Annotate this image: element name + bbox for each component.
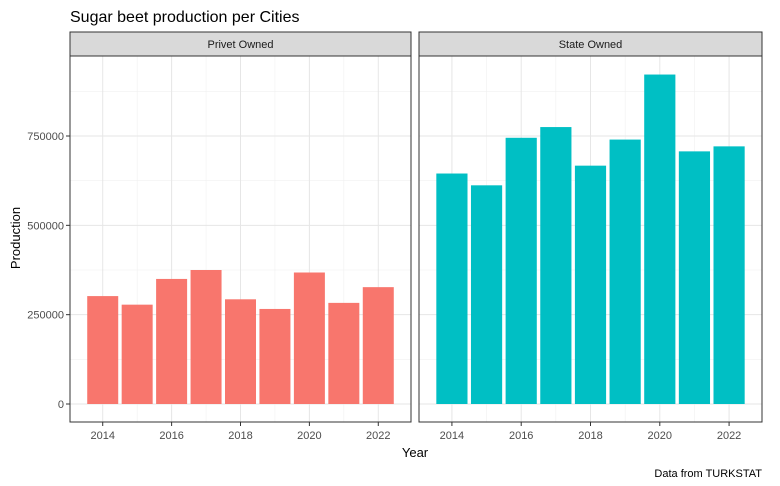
chart-title: Sugar beet production per Cities [70,9,299,26]
x-axis-title: Year [402,445,429,460]
y-tick-label: 750000 [27,131,64,143]
bar-2019 [259,308,291,404]
x-tick-label: 2014 [90,430,114,442]
y-tick-label: 250000 [27,310,64,322]
x-tick-label: 2018 [228,430,252,442]
bar-2019 [609,139,641,404]
bar-2016 [156,278,188,404]
facet-strip-label: Privet Owned [207,39,273,51]
facet-strip [69,31,412,57]
bar-2017 [540,127,572,405]
x-tick-label: 2016 [159,430,183,442]
y-tick-label: 0 [58,399,64,411]
x-tick-label: 2022 [366,430,390,442]
bar-2021 [678,151,711,404]
facet-strip-label: State Owned [559,39,623,51]
x-tick-label: 2018 [578,430,602,442]
bar-2015 [121,304,153,404]
bar-2018 [225,299,256,404]
x-tick-label: 2020 [297,430,321,442]
facet-panel-1: Privet Owned 2014 2016 2018 2020 2022 [69,31,412,442]
bar-2020 [293,272,325,404]
bar-2016 [505,137,537,404]
bar-2017 [190,270,222,404]
facet-strip [418,31,763,57]
chart-caption: Data from TURKSTAT [654,468,762,480]
x-tick-label: 2020 [648,430,672,442]
x-tick-label: 2014 [440,430,464,442]
facet-panel-2: State Owned 2014 2016 2018 2020 2022 [418,31,763,442]
bar-2014 [436,173,468,404]
bar-2022 [362,287,394,404]
bar-2014 [87,296,119,404]
y-tick-label: 500000 [27,220,64,232]
bar-2015 [470,185,503,404]
bar-2021 [328,302,360,404]
x-tick-label: 2016 [509,430,533,442]
y-axis-title: Production [8,207,23,269]
x-tick-label: 2022 [717,430,741,442]
bar-2018 [574,165,607,404]
bar-2020 [644,74,676,404]
bar-2022 [713,146,745,404]
